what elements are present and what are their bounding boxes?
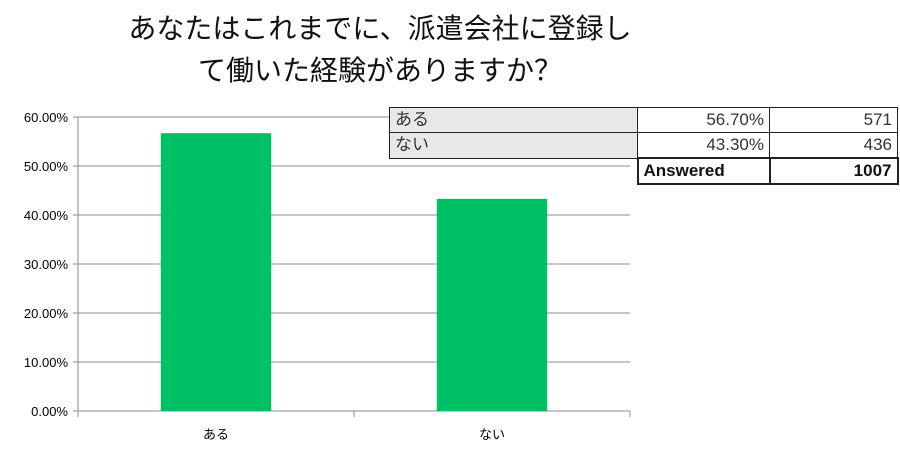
table-row-answered: Answered 1007	[390, 157, 899, 185]
y-tick-label: 50.00%	[24, 159, 69, 174]
y-tick-label: 20.00%	[24, 306, 69, 321]
table-cell-count: 436	[769, 132, 898, 159]
y-tick-label: 40.00%	[24, 208, 69, 223]
chart-title: あなたはこれまでに、派遣会社に登録し て働いた経験がありますか？	[60, 8, 700, 92]
y-tick-label: 10.00%	[24, 355, 69, 370]
table-row: ない 43.30% 436	[389, 132, 898, 159]
x-category-label: ある	[203, 428, 229, 443]
answered-label: Answered	[636, 157, 771, 185]
answered-count: 1007	[768, 157, 899, 185]
bar	[160, 133, 272, 412]
table-cell-label: ない	[389, 132, 638, 159]
table-cell-empty	[390, 158, 638, 184]
summary-table: ある 56.70% 571 ない 43.30% 436 Answered 100…	[389, 107, 899, 185]
title-line-1: あなたはこれまでに、派遣会社に登録し	[128, 12, 632, 45]
table-cell-percent: 56.70%	[637, 107, 770, 133]
table-row: ある 56.70% 571	[389, 107, 898, 133]
table-cell-label: ある	[389, 107, 638, 133]
y-tick-label: 30.00%	[24, 257, 69, 272]
y-tick-label: 0.00%	[31, 404, 68, 419]
table-cell-count: 571	[769, 107, 898, 133]
title-line-2: て働いた経験がありますか？	[197, 54, 562, 87]
bar	[436, 198, 548, 411]
x-category-label: ない	[479, 428, 505, 443]
table-cell-percent: 43.30%	[637, 132, 770, 159]
y-tick-label: 60.00%	[24, 110, 69, 125]
